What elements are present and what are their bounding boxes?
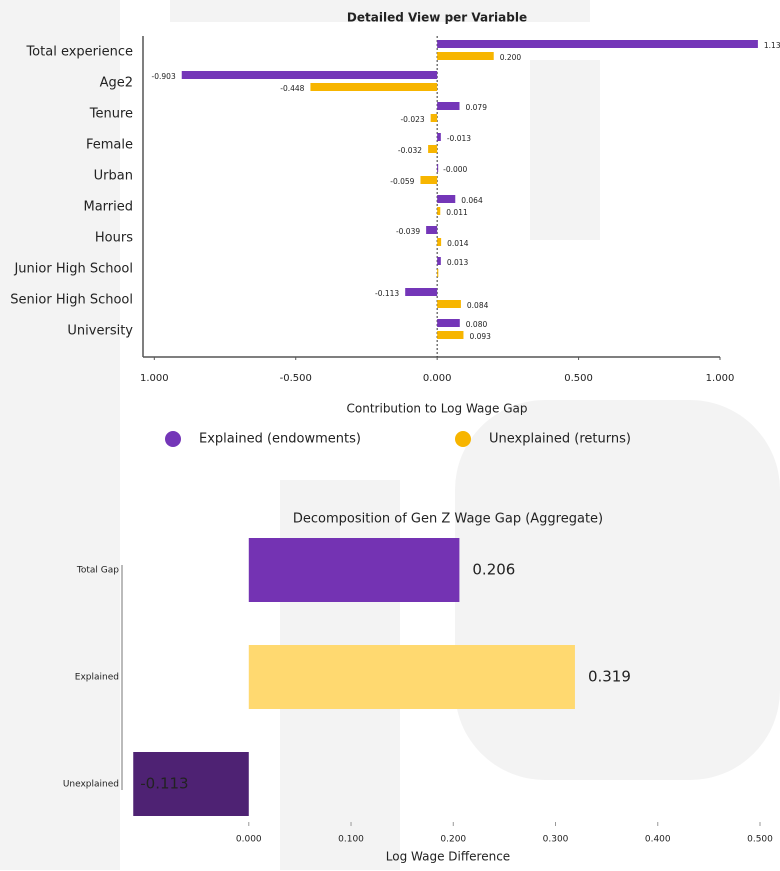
legend-marker — [165, 431, 181, 447]
data-label: 0.079 — [466, 103, 488, 112]
x-tick-label: 1.000 — [706, 373, 735, 384]
bar — [405, 288, 438, 296]
x-tick-label: 0.300 — [543, 835, 569, 845]
bar — [437, 319, 460, 327]
x-tick-label: 0.500 — [564, 373, 593, 384]
bar — [248, 538, 460, 602]
bar — [437, 269, 439, 277]
x-tick-label: 0.100 — [338, 835, 364, 845]
bar — [437, 40, 758, 48]
bar — [437, 52, 494, 60]
x-tick-label: 1.000 — [140, 373, 169, 384]
data-label: 0.014 — [447, 239, 469, 248]
bar — [437, 300, 461, 308]
data-label: 0.080 — [466, 320, 488, 329]
x-tick-label: 0.000 — [236, 835, 262, 845]
x-axis-label: Contribution to Log Wage Gap — [347, 402, 528, 416]
y-tick-label: University — [67, 324, 133, 339]
bar — [181, 71, 438, 79]
x-axis-label: Log Wage Difference — [386, 850, 510, 864]
data-label: 0.200 — [500, 53, 522, 62]
bar — [437, 164, 439, 172]
bar — [437, 207, 441, 215]
y-tick-label: Explained — [75, 673, 119, 683]
data-label: -0.023 — [400, 115, 424, 124]
bar — [437, 257, 441, 265]
y-tick-label: Total experience — [25, 45, 133, 60]
bar — [248, 645, 575, 709]
data-label: 0.319 — [588, 668, 631, 686]
bar — [426, 226, 438, 234]
bar — [437, 133, 441, 141]
y-tick-label: Age2 — [100, 76, 133, 91]
chart-title: Decomposition of Gen Z Wage Gap (Aggrega… — [293, 512, 603, 527]
y-tick-label: Hours — [95, 231, 133, 246]
bar — [437, 238, 442, 246]
bar — [428, 145, 438, 153]
y-tick-label: Female — [86, 138, 133, 153]
data-label: -0.000 — [443, 165, 467, 174]
y-tick-label: Tenure — [89, 107, 133, 122]
x-tick-label: 0.200 — [440, 835, 466, 845]
legend-label: Explained (endowments) — [199, 432, 361, 447]
data-label: 0.064 — [461, 196, 483, 205]
data-label: -0.448 — [280, 84, 304, 93]
bar — [133, 752, 249, 816]
bar — [420, 176, 438, 184]
y-tick-label: Junior High School — [13, 262, 133, 277]
data-label: 0.084 — [467, 301, 489, 310]
legend-label: Unexplained (returns) — [489, 432, 631, 447]
legend-marker — [455, 431, 471, 447]
data-label: -0.032 — [398, 146, 422, 155]
y-tick-label: Total Gap — [76, 566, 119, 576]
x-tick-label: 0.400 — [645, 835, 671, 845]
y-tick-label: Unexplained — [63, 780, 119, 790]
data-label: 0.093 — [469, 332, 491, 341]
data-label: -0.113 — [140, 775, 188, 793]
data-label: -0.059 — [390, 177, 414, 186]
bar — [430, 114, 438, 122]
chart-title: Detailed View per Variable — [347, 11, 527, 25]
data-label: 1.134 — [764, 41, 780, 50]
bar — [437, 195, 456, 203]
y-tick-label: Married — [83, 200, 133, 215]
x-tick-label: -0.500 — [280, 373, 312, 384]
bar — [437, 102, 460, 110]
y-tick-label: Senior High School — [10, 293, 133, 308]
data-label: -0.903 — [152, 72, 176, 81]
data-label: 0.013 — [447, 258, 469, 267]
data-label: -0.113 — [375, 289, 399, 298]
data-label: 0.206 — [472, 561, 515, 579]
y-tick-label: Urban — [94, 169, 133, 184]
data-label: 0.011 — [446, 208, 468, 217]
bar — [310, 83, 438, 91]
data-label: -0.039 — [396, 227, 420, 236]
x-tick-label: 0.500 — [747, 835, 773, 845]
bar — [437, 331, 464, 339]
data-label: -0.013 — [447, 134, 471, 143]
x-tick-label: 0.000 — [423, 373, 452, 384]
